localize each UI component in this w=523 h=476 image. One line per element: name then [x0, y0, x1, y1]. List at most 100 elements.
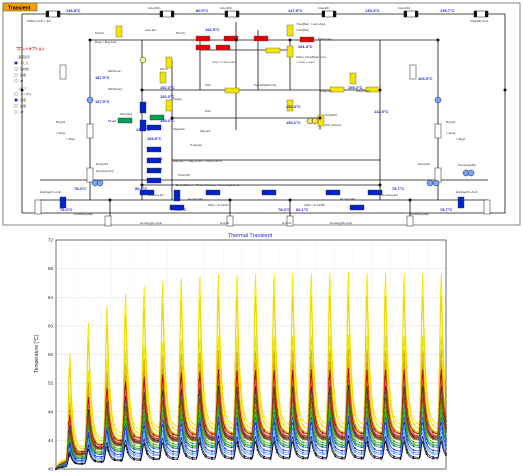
series-point: [432, 438, 434, 441]
label-magnet: Magnet2: [173, 127, 185, 131]
series-point: [224, 456, 226, 459]
label-yoke: Yoke(Bar) = Lam-Axle: [296, 22, 326, 26]
series-point: [263, 432, 265, 435]
series-point: [152, 440, 155, 443]
label-pend-r: Pend(cap(R)): [458, 163, 476, 167]
legend-radio-7[interactable]: [14, 104, 18, 108]
series-point: [217, 350, 220, 353]
series-point: [393, 457, 395, 459]
series-point: [204, 410, 207, 413]
series-point: [341, 444, 343, 447]
series-point: [217, 400, 220, 402]
series-point: [373, 436, 376, 439]
series-point: [185, 403, 187, 406]
series-point: [172, 422, 174, 424]
series-point: [224, 426, 226, 429]
series-point: [360, 456, 363, 459]
series-point: [347, 440, 350, 443]
series-point: [354, 408, 356, 410]
legend-radio-3[interactable]: [14, 73, 18, 77]
label-housing-ramb: Housing(R)-Amb: [330, 221, 353, 225]
series-point: [315, 434, 317, 437]
legend-radio-6[interactable]: [14, 98, 18, 102]
series-point: [412, 430, 415, 433]
series-point: [250, 456, 252, 459]
legend-opt-3: 熱量: [20, 72, 26, 77]
series-point: [302, 449, 304, 452]
legend-title: プロットオプション: [16, 46, 45, 51]
legend-radio-8[interactable]: [14, 110, 18, 114]
series-point: [211, 456, 213, 459]
series-point: [341, 453, 343, 456]
series-point: [87, 429, 90, 432]
series-point: [165, 443, 168, 446]
series-point: [198, 443, 200, 446]
series-point: [302, 453, 304, 455]
series-point: [263, 455, 265, 458]
legend-radio-4[interactable]: [14, 79, 18, 83]
series-point: [211, 435, 213, 437]
y-tick-label: 52: [48, 381, 54, 386]
series-point: [94, 452, 96, 455]
series-point: [217, 410, 220, 413]
transient-tab[interactable]: [2, 2, 38, 12]
series-point: [113, 449, 116, 452]
series-point: [120, 460, 122, 462]
label-airgap: Airgap: [173, 97, 182, 101]
series-point: [230, 439, 233, 442]
series-point: [347, 272, 350, 275]
series-point: [432, 419, 434, 422]
series-point: [113, 457, 116, 460]
series-point: [432, 444, 434, 447]
series-point: [217, 435, 220, 438]
temperature-labels: 136.8°C 80.0°C 147.8°C 145.4°C 135.7°C 1…: [60, 8, 455, 212]
series-point: [87, 444, 90, 447]
series-point: [347, 420, 350, 423]
series-point: [347, 294, 350, 297]
series-point: [412, 422, 415, 425]
legend-radio-5[interactable]: [14, 92, 18, 96]
series-point: [94, 460, 96, 463]
series-point: [191, 422, 194, 425]
series-point: [185, 432, 187, 435]
series-point: [360, 434, 363, 437]
series-point: [172, 426, 174, 429]
series-point: [185, 450, 187, 452]
series-point: [113, 445, 116, 448]
series-point: [87, 442, 90, 445]
series-point: [152, 452, 155, 455]
series-point: [230, 442, 233, 445]
series-point: [126, 370, 129, 373]
junction-dots: [20, 38, 507, 202]
series-point: [133, 422, 135, 425]
series-point: [230, 453, 233, 456]
label-housing-e3: Housing-E3: [148, 193, 164, 197]
series-point: [230, 458, 233, 460]
series-point: [217, 390, 220, 392]
series-point: [315, 401, 317, 404]
series-point: [243, 439, 246, 442]
series-point: [367, 331, 369, 334]
series-point: [263, 415, 265, 418]
component-labels: Shft(F)-Amb = Ext Axle(OH) Axle(OH) Axle…: [27, 6, 489, 225]
series-point: [191, 432, 194, 435]
series-point: [282, 418, 285, 420]
series-point: [360, 441, 363, 444]
series-point: [87, 423, 90, 426]
temp-label: 153.2°C: [286, 120, 301, 125]
series-point: [243, 455, 246, 457]
series-point: [373, 452, 376, 454]
series-point: [295, 447, 298, 450]
label-housing-f: Housing(F): [188, 197, 203, 201]
y-tick-label: 48: [48, 409, 54, 414]
legend-radio-1[interactable]: [14, 61, 18, 65]
temp-label: 138.8°C: [136, 127, 151, 132]
series-point: [282, 444, 285, 446]
y-tick-label: 68: [48, 266, 54, 271]
label-ew-inner: EW(inner): [108, 69, 122, 73]
label-pfe-yoke: PFe(Yoke): [318, 37, 332, 41]
legend-radio-2[interactable]: [14, 67, 18, 71]
series-point: [321, 457, 324, 460]
temp-label: 153.3°C: [160, 118, 175, 123]
thermal-transient-chart: Thermal Transient Temperature [°C] 40444…: [0, 229, 523, 476]
